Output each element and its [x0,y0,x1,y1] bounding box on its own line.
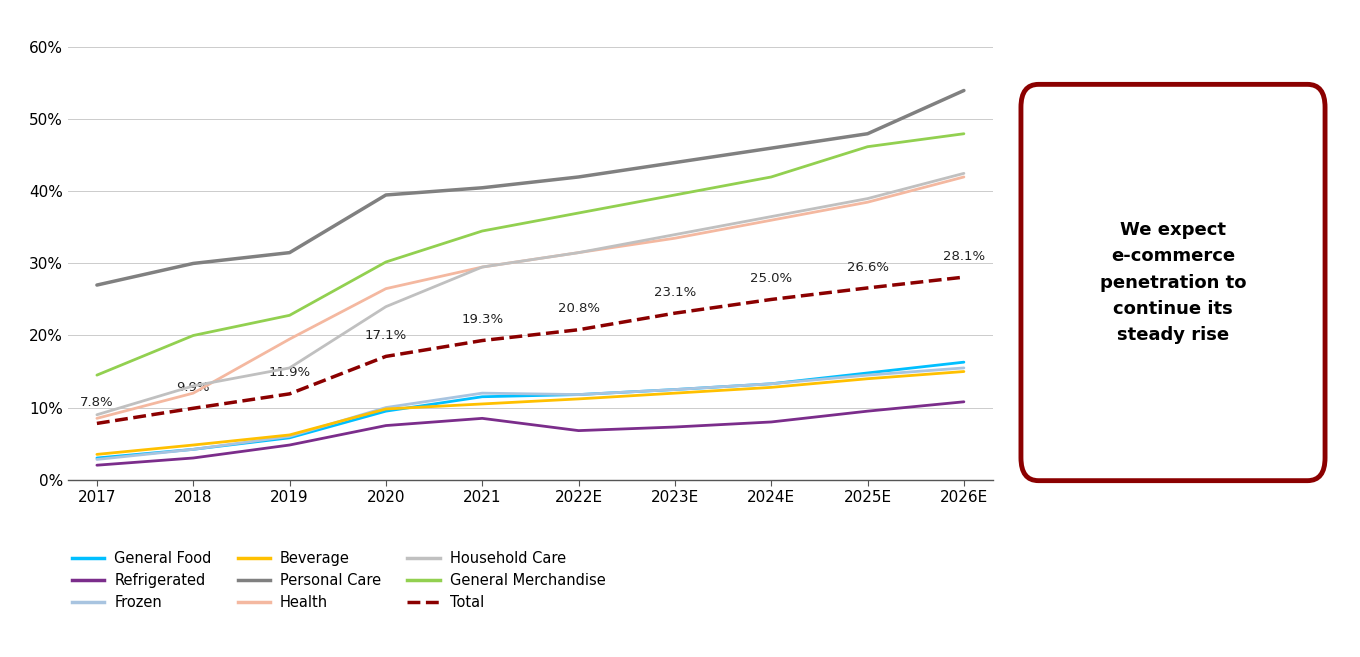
Text: 26.6%: 26.6% [846,261,888,273]
Text: 25.0%: 25.0% [751,272,793,285]
Text: 19.3%: 19.3% [461,313,503,326]
Text: We expect
e-commerce
penetration to
continue its
steady rise: We expect e-commerce penetration to cont… [1100,221,1246,344]
Text: 7.8%: 7.8% [80,396,114,409]
Text: 28.1%: 28.1% [942,250,985,263]
Text: 23.1%: 23.1% [654,286,696,299]
Text: 9.9%: 9.9% [177,381,209,394]
FancyBboxPatch shape [1021,84,1325,481]
Text: 20.8%: 20.8% [558,302,600,315]
Legend: General Food, Refrigerated, Frozen, Beverage, Personal Care, Health, Household C: General Food, Refrigerated, Frozen, Beve… [67,545,612,616]
Text: 17.1%: 17.1% [364,329,407,342]
Text: 11.9%: 11.9% [268,367,310,380]
